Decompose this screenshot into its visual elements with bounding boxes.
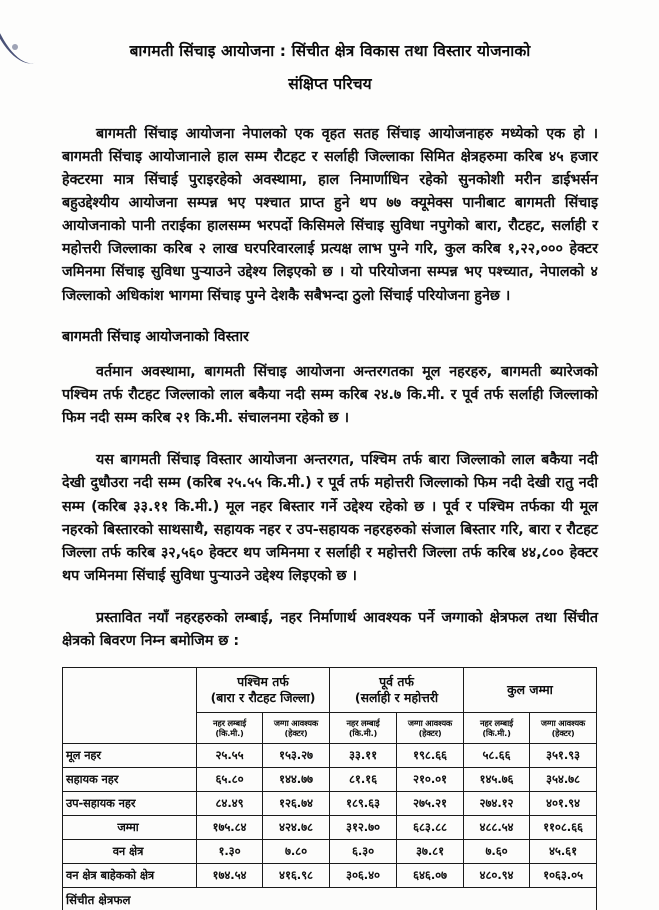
cell-value: १८९.६३	[329, 791, 397, 817]
cell-value: ४८८.५४	[463, 815, 531, 841]
cell-value: १४४.७७	[262, 767, 330, 793]
subheader-line2: (कि.मी.)	[482, 728, 511, 739]
cell-value: ८१.१६	[329, 767, 397, 793]
group-header-total: कुल जम्मा	[463, 667, 598, 714]
subheader-west-land: जग्गा आवश्यक (हेक्टर)	[262, 712, 330, 745]
cell-value: १९८.६६	[395, 743, 465, 769]
group-subtitle-west: (बारा र रौटहट जिल्ला)	[210, 690, 316, 706]
cell-value: ७.८०	[262, 839, 330, 865]
subheader-total-land: जग्गा आवश्यक (हेक्टर)	[529, 712, 598, 745]
cell-value: १.३०	[196, 839, 263, 865]
cell-value: ६८३.८८	[395, 815, 465, 841]
document-title-line-1: बागमती सिंचाइ आयोजना : सिंचीत क्षेत्र वि…	[129, 42, 531, 60]
group-title-east: पूर्व तर्फ	[379, 673, 414, 689]
table-row: सहायक नहर ६५.८० १४४.७७ ८१.१६ २१०.०१ १४५.…	[62, 767, 598, 793]
paragraph-expansion-plan: यस बागमती सिंचाइ विस्तार आयोजना अन्तरगत,…	[62, 452, 598, 584]
cell-value: ३५१.९३	[529, 743, 598, 769]
group-title-west: पश्चिम तर्फ	[237, 673, 289, 689]
cell-value: ३३.११	[329, 743, 397, 769]
cell-value: ६४६.०७	[395, 863, 465, 889]
row-label: जम्मा	[62, 815, 197, 841]
table-row: उप-सहायक नहर ८४.४९ १२६.७४ १८९.६३ २७५.२१ …	[62, 791, 598, 817]
table-subheader-row: नहर लम्बाई (कि.मी.) जग्गा आवश्यक (हेक्टर…	[63, 712, 598, 745]
group-subtitle-east: (सर्लाही र महोत्तरी	[354, 690, 439, 706]
cell-value: २५.५५	[196, 743, 263, 769]
row-label: मूल नहर	[62, 743, 197, 769]
cell-value: ३०६.४०	[329, 863, 397, 889]
cell-value: ३१२.७०	[329, 815, 397, 841]
table-row-total: जम्मा १७५.८४ ४२४.७८ ३१२.७० ६८३.८८ ४८८.५४…	[62, 815, 598, 841]
paragraph-current-status: वर्तमान अवस्थामा, बागमती सिंचाइ आयोजना अ…	[62, 363, 598, 427]
subheader-line2: (कि.मी.)	[348, 728, 378, 739]
subheader-line1: जग्गा आवश्यक	[407, 718, 453, 729]
subheader-east-land: जग्गा आवश्यक (हेक्टर)	[395, 712, 465, 745]
cell-value: ३७.८१	[395, 839, 465, 865]
cell-value: ८४.४९	[196, 791, 263, 817]
scan-artifact-dot	[12, 44, 18, 50]
group-header-west: पश्चिम तर्फ (बारा र रौटहट जिल्ला)	[196, 667, 330, 714]
subheader-line2: (हेक्टर)	[418, 728, 442, 739]
subheader-line1: नहर लम्बाई	[213, 718, 246, 729]
document-title-line-2: संक्षिप्त परिचय	[288, 75, 372, 94]
subheader-line1: जग्गा आवश्यक	[540, 718, 586, 729]
paragraph-table-intro: प्रस्तावित नयाँ नहरहरुको लम्बाई, नहर निर…	[62, 610, 598, 650]
cell-value: १०६३.०५	[529, 863, 598, 889]
table-row-non-forest: वन क्षेत्र बाहेकको क्षेत्र १७४.५४ ४१६.९८…	[62, 863, 598, 889]
paragraph-intro: बागमती सिंचाइ आयोजना नेपालको एक वृहत सतह…	[62, 125, 598, 304]
cell-value: ४१६.९८	[262, 863, 330, 889]
cell-value: १५३.२७	[262, 743, 330, 769]
row-label: वन क्षेत्र	[62, 839, 197, 865]
subheader-line2: (कि.मी.)	[215, 728, 244, 739]
group-title-total: कुल जम्मा	[507, 682, 553, 698]
cell-value: ११०८.६६	[529, 815, 598, 841]
subheader-line1: जग्गा आवश्यक	[273, 718, 319, 729]
cell-value: ४२४.७८	[262, 815, 330, 841]
row-label: वन क्षेत्र बाहेकको क्षेत्र	[62, 863, 197, 889]
group-header-east: पूर्व तर्फ (सर्लाही र महोत्तरी	[328, 667, 465, 714]
cell-value: ४८०.९४	[463, 863, 531, 889]
cell-value: २७४.१२	[463, 791, 531, 817]
cell-value: ७.६०	[463, 839, 531, 865]
cell-value: ४०१.९४	[529, 791, 598, 817]
cell-value: ५८.६६	[463, 743, 531, 769]
row-label: सहायक नहर	[62, 767, 197, 793]
spacer	[62, 430, 598, 449]
table-row-forest: वन क्षेत्र १.३० ७.८० ६.३० ३७.८१ ७.६० ४५.…	[62, 839, 598, 865]
subheader-line2: (हेक्टर)	[284, 728, 308, 739]
cell-value: २१०.०१	[395, 767, 465, 793]
table-corner-cell	[62, 667, 197, 745]
subheader-line1: नहर लम्बाई	[346, 718, 380, 729]
spacer	[62, 346, 598, 361]
subheader-line1: नहर लम्बाई	[480, 718, 513, 729]
cell-value: १७५.८४	[196, 815, 263, 841]
canal-details-table: पश्चिम तर्फ (बारा र रौटहट जिल्ला) पूर्व …	[61, 667, 598, 910]
cell-value: २७५.२१	[395, 791, 465, 817]
subheader-line2: (हेक्टर)	[551, 728, 575, 739]
cell-value: १७४.५४	[196, 863, 263, 889]
document-content: बागमती सिंचाइ आयोजना : सिंचीत क्षेत्र वि…	[61, 40, 598, 910]
row-label: उप-सहायक नहर	[62, 791, 197, 817]
cell-value: १२६.७४	[262, 791, 330, 817]
scan-artifact-mark	[0, 0, 54, 72]
cell-value: ३५४.७८	[529, 767, 598, 793]
spacer	[62, 588, 598, 607]
subheader-total-length: नहर लम्बाई (कि.मी.)	[463, 712, 531, 745]
table-row: मूल नहर २५.५५ १५३.२७ ३३.११ १९८.६६ ५८.६६ …	[62, 743, 598, 769]
cell-value: ६.३०	[329, 839, 397, 865]
section-heading-expansion: बागमती सिंचाइ आयोजनाको विस्तार	[62, 328, 249, 345]
subheader-west-length: नहर लम्बाई (कि.मी.)	[196, 712, 263, 745]
subheader-east-length: नहर लम्बाई (कि.मी.)	[329, 712, 397, 745]
table-section-divider-row: सिंचीत क्षेत्रफल	[61, 887, 598, 910]
section-label-irrigated-area: सिंचीत क्षेत्रफल	[61, 887, 598, 910]
cell-value: ४५.६१	[529, 839, 598, 865]
cell-value: १४५.७६	[463, 767, 531, 793]
table-group-header-row: पश्चिम तर्फ (बारा र रौटहट जिल्ला) पूर्व …	[62, 667, 598, 745]
cell-value: ६५.८०	[196, 767, 263, 793]
